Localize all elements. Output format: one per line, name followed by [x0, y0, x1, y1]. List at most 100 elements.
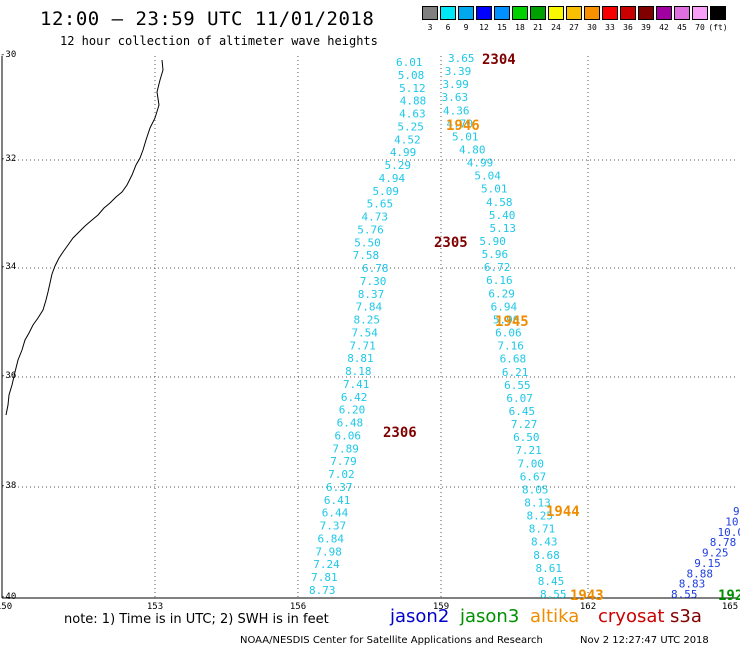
track-a-value: 6.41	[324, 494, 351, 507]
legend-swatch	[602, 6, 618, 20]
track-b-value: 6.94	[491, 300, 518, 313]
legend-label: 33	[605, 23, 615, 32]
track-b-value: 8.45	[538, 575, 565, 588]
track-a-value: 5.29	[385, 159, 412, 172]
track-c-value: 10.	[725, 515, 740, 528]
track-b-value: 8.13	[524, 496, 551, 509]
track-b-value: 5.01	[481, 183, 508, 196]
track-b-value: 6.21	[502, 366, 528, 379]
track-a-value: 6.20	[339, 404, 366, 417]
track-a-value: 7.30	[360, 275, 387, 288]
track-a-value: 6.78	[362, 262, 389, 275]
track-a-value: 5.76	[357, 223, 384, 236]
generated-timestamp: Nov 2 12:27:47 UTC 2018	[580, 635, 709, 646]
legend-swatch	[530, 6, 546, 20]
track-c-value: 8.55	[671, 588, 698, 601]
track-a-value: 6.44	[322, 507, 349, 520]
legend-swatch	[476, 6, 492, 20]
satellite-name-jason3: jason3	[460, 606, 520, 627]
pass-time-label: 2304	[482, 52, 516, 68]
pass-time-label: 1943	[570, 588, 604, 604]
track-a-value: 7.84	[356, 301, 383, 314]
legend-label: 70	[695, 23, 705, 32]
legend-label: 45	[677, 23, 687, 32]
track-a-value: 4.94	[379, 172, 406, 185]
track-b-value: 7.21	[515, 444, 542, 457]
track-b-value: 6.67	[520, 470, 547, 483]
grid-lines	[2, 56, 738, 598]
map-frame	[1, 56, 738, 599]
track-b-value: 8.68	[533, 549, 560, 562]
track-a-value: 7.41	[343, 378, 370, 391]
legend-swatch	[566, 6, 582, 20]
legend-swatch	[494, 6, 510, 20]
legend-label: 30	[587, 23, 597, 32]
legend-swatch	[620, 6, 636, 20]
legend-swatch	[638, 6, 654, 20]
legend-swatch	[548, 6, 564, 20]
map-subtitle: 12 hour collection of altimeter wave hei…	[60, 34, 378, 48]
legend-label: 24	[551, 23, 561, 32]
track-b-value: 6.45	[509, 405, 535, 418]
track-a-value: 6.84	[317, 532, 344, 545]
track-b-value: 7.27	[511, 418, 537, 431]
track-a-value: 7.37	[320, 520, 347, 533]
track-c-value: 8.83	[679, 578, 706, 591]
track-b-value: 4.70	[446, 117, 473, 130]
latitude-label: -40	[0, 592, 17, 602]
track-b-value: 6.07	[506, 392, 532, 405]
track-b-value: 8.71	[529, 523, 556, 536]
track-a-value: 5.12	[399, 82, 426, 95]
track-a-value: 5.09	[372, 185, 399, 198]
track-b-value: 4.99	[467, 157, 494, 170]
track-c-value: 8.78	[710, 536, 737, 549]
legend-label: 18	[515, 23, 525, 32]
track-b-value: 5.90	[493, 313, 520, 326]
legend-label: 39	[641, 23, 651, 32]
satellite-name-altika: altika	[530, 606, 580, 627]
legend-label: 9	[463, 23, 469, 32]
pass-time-label: 192	[718, 588, 740, 604]
pass-time-label: 1946	[446, 118, 480, 134]
track-a-value: 4.63	[399, 108, 426, 121]
track-b-value: 6.55	[504, 379, 530, 392]
map-title: 12:00 – 23:59 UTC 11/01/2018	[40, 8, 375, 30]
legend-swatch	[656, 6, 672, 20]
pass-time-label: 1945	[495, 314, 529, 330]
track-b-value: 6.29	[488, 287, 515, 300]
track-b-value: 3.65	[448, 52, 475, 65]
track-a-value: 8.25	[354, 314, 381, 327]
satellite-name-s3a: s3a	[670, 606, 702, 627]
legend-swatch	[512, 6, 528, 20]
track-b-value: 5.01	[452, 130, 479, 143]
legend-label: 15	[497, 23, 507, 32]
track-b-value: 8.61	[536, 562, 563, 575]
latitude-label: -32	[0, 154, 17, 164]
legend-swatch	[440, 6, 456, 20]
track-a-value: 7.98	[315, 545, 342, 558]
track-b-value: 5.90	[479, 235, 506, 248]
track-a-value: 7.58	[353, 249, 380, 262]
track-a-value: 6.48	[337, 417, 364, 430]
track-b-value: 6.68	[500, 353, 527, 366]
track-b-value: 5.96	[482, 248, 509, 261]
track-b-value: 3.63	[442, 91, 469, 104]
track-a-value: 5.50	[354, 236, 381, 249]
satellite-name-jason2: jason2	[390, 606, 450, 627]
track-a-value: 7.81	[311, 571, 338, 584]
track-b-value: 8.05	[522, 483, 549, 496]
longitude-label: 162	[579, 602, 597, 612]
track-a-value: 4.99	[390, 146, 417, 159]
track-a-value: 7.54	[351, 326, 378, 339]
legend-label: 21	[533, 23, 543, 32]
track-a-value: 5.25	[397, 120, 424, 133]
pass-time-label: 2305	[434, 235, 468, 251]
legend-label: 27	[569, 23, 579, 32]
legend-swatch	[584, 6, 600, 20]
track-b-value: 5.13	[490, 222, 516, 235]
track-b-value: 4.36	[443, 104, 470, 117]
track-a-value: 8.37	[358, 288, 385, 301]
track-c-value: 9.25	[702, 547, 729, 560]
longitude-label: 150	[0, 602, 13, 612]
